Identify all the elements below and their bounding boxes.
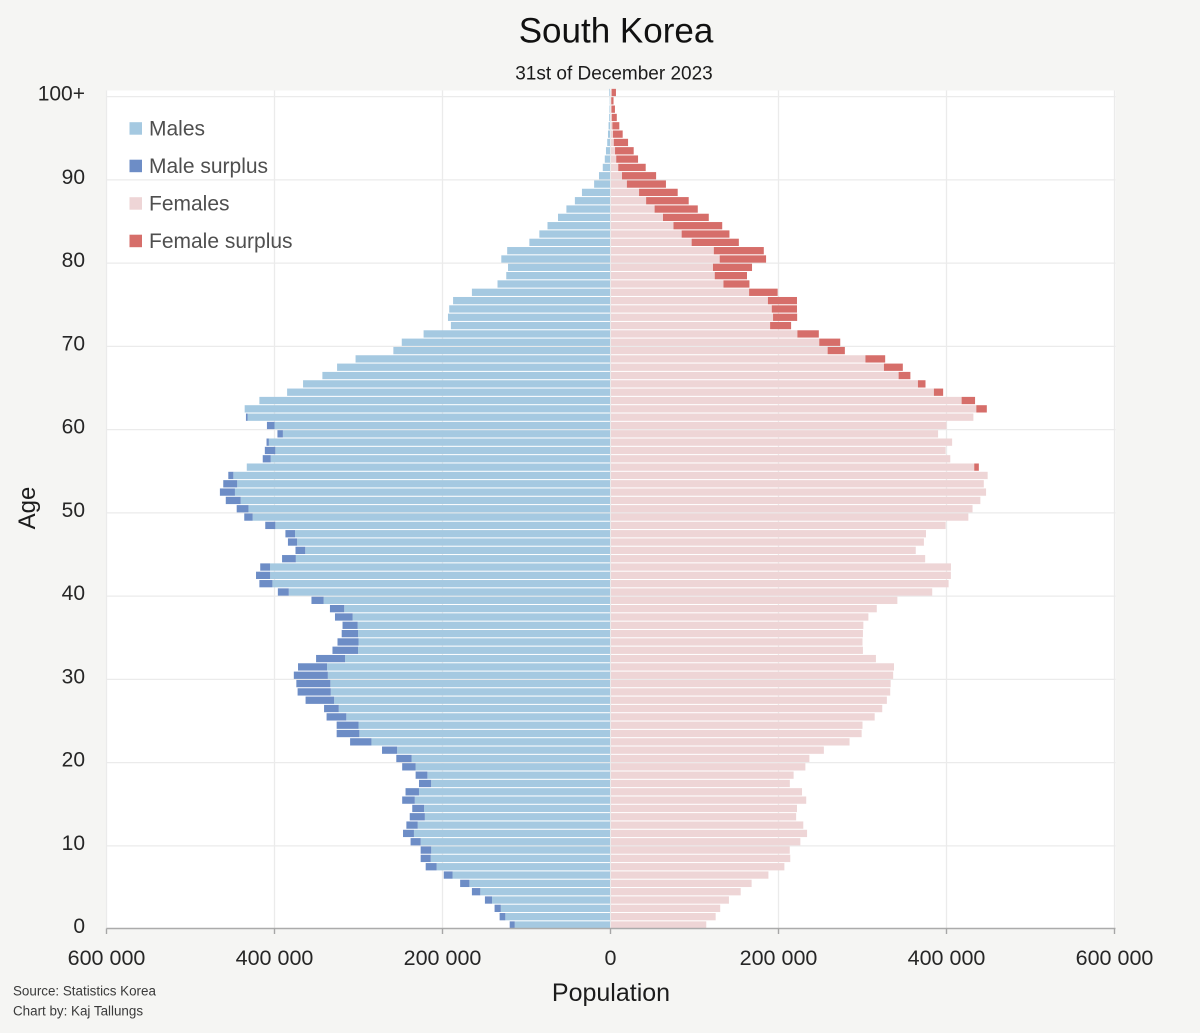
svg-text:Female surplus: Female surplus [149,230,293,253]
svg-text:Males: Males [149,118,205,141]
svg-text:200 000: 200 000 [740,946,818,970]
svg-text:Source: Statistics Korea: Source: Statistics Korea [13,983,156,998]
svg-text:Females: Females [149,193,230,216]
svg-text:90: 90 [62,166,85,189]
svg-text:80: 80 [62,249,85,272]
svg-text:50: 50 [62,499,85,522]
svg-text:0: 0 [73,915,85,938]
svg-text:100+: 100+ [38,83,85,106]
svg-text:400 000: 400 000 [908,946,986,970]
svg-text:10: 10 [62,832,85,855]
svg-text:31st of December 2023: 31st of December 2023 [515,64,713,85]
svg-text:Male surplus: Male surplus [149,155,268,178]
svg-text:Chart by: Kaj Tallungs: Chart by: Kaj Tallungs [13,1004,143,1019]
svg-text:Age: Age [14,487,41,530]
svg-text:600 000: 600 000 [68,946,146,970]
svg-text:40: 40 [62,582,85,605]
svg-text:20: 20 [62,749,85,772]
svg-text:400 000: 400 000 [236,946,314,970]
svg-text:600 000: 600 000 [1076,946,1154,970]
svg-text:60: 60 [62,416,85,439]
svg-text:200 000: 200 000 [404,946,482,970]
svg-text:70: 70 [62,332,85,355]
svg-text:Population: Population [552,979,670,1007]
svg-text:0: 0 [605,946,617,970]
svg-text:30: 30 [62,665,85,688]
svg-text:South Korea: South Korea [519,12,714,51]
